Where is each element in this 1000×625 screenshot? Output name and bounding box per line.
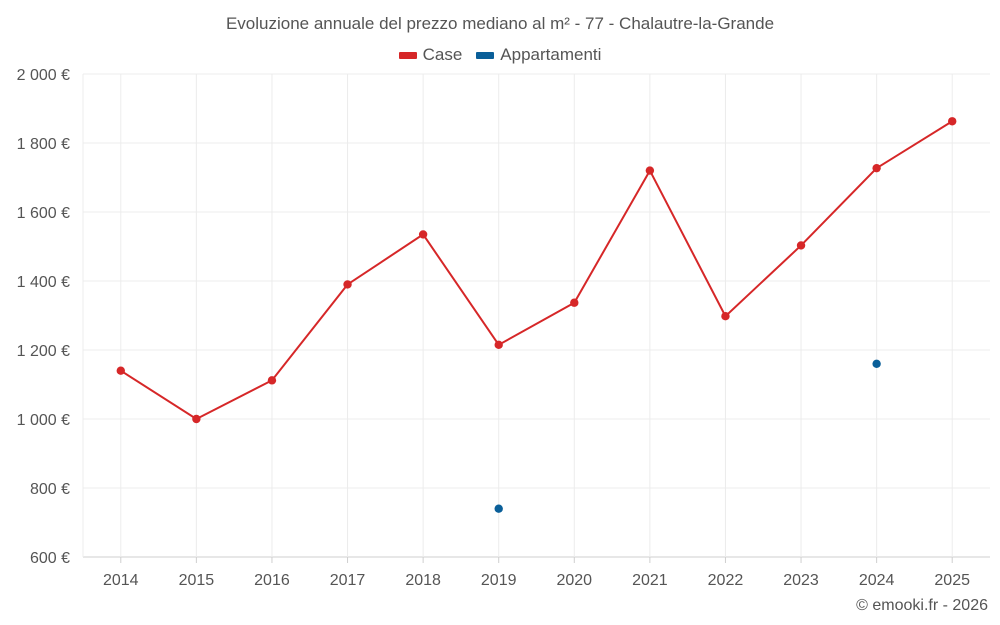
x-tick-label: 2014 [103,572,139,589]
data-point-case[interactable] [948,117,957,126]
data-point-appartamenti[interactable] [872,359,881,368]
y-tick-label: 1 000 € [17,412,70,429]
data-point-case[interactable] [192,414,201,424]
x-tick-label: 2024 [859,572,895,589]
x-tick-label: 2018 [405,572,441,589]
x-tick-label: 2017 [330,572,366,589]
data-point-case[interactable] [494,340,503,350]
x-tick-label: 2022 [708,572,744,589]
series-line-case [120,120,953,421]
legend-label-case: Case [422,45,463,64]
x-tick-label: 2025 [934,572,970,589]
x-tick-label: 2015 [179,572,215,589]
data-point-case[interactable] [645,166,655,175]
data-point-case[interactable] [116,366,125,375]
data-point-case[interactable] [267,376,277,385]
x-tick-label: 2023 [783,572,819,589]
x-tick-label: 2021 [632,572,668,589]
copyright-credit: © emooki.fr - 2026 [856,597,988,614]
y-tick-label: 800 € [30,481,70,498]
y-tick-label: 1 800 € [17,136,70,153]
data-point-appartamenti[interactable] [494,504,503,513]
x-tick-label: 2016 [254,572,290,589]
data-point-case[interactable] [721,311,730,321]
y-axis: 2 000 € 1 800 € 1 600 € 1 400 € 1 200 € 1 000… [17,67,70,567]
y-tick-label: 1 400 € [17,274,70,291]
y-tick-label: 1 600 € [17,205,70,222]
legend-label-appartamenti: Appartamenti [500,45,602,64]
y-tick-label: 1 200 € [17,343,70,360]
x-axis: 2014 2015 2016 2017 2018 2019 2020 2021 2022 2023… [103,557,970,589]
x-tick-label: 2020 [556,572,592,589]
y-tick-label: 600 € [30,550,70,567]
data-point-case[interactable] [418,230,428,239]
data-point-case[interactable] [343,280,352,289]
legend-swatch-case [398,51,417,59]
data-point-case[interactable] [872,163,881,173]
legend-swatch-appartamenti [476,51,495,59]
grid [82,73,990,558]
chart-title: Evoluzione annuale del prezzo mediano al… [225,14,775,33]
legend-item-appartamenti[interactable]: Appartamenti [476,45,601,65]
legend-item-case[interactable]: Case [398,45,463,65]
y-tick-label: 2 000 € [17,67,70,84]
data-point-case[interactable] [796,241,806,250]
series-layer [116,117,957,513]
data-point-case[interactable] [570,298,579,307]
legend: Case Appartamenti [0,45,1000,65]
x-tick-label: 2019 [481,572,517,589]
